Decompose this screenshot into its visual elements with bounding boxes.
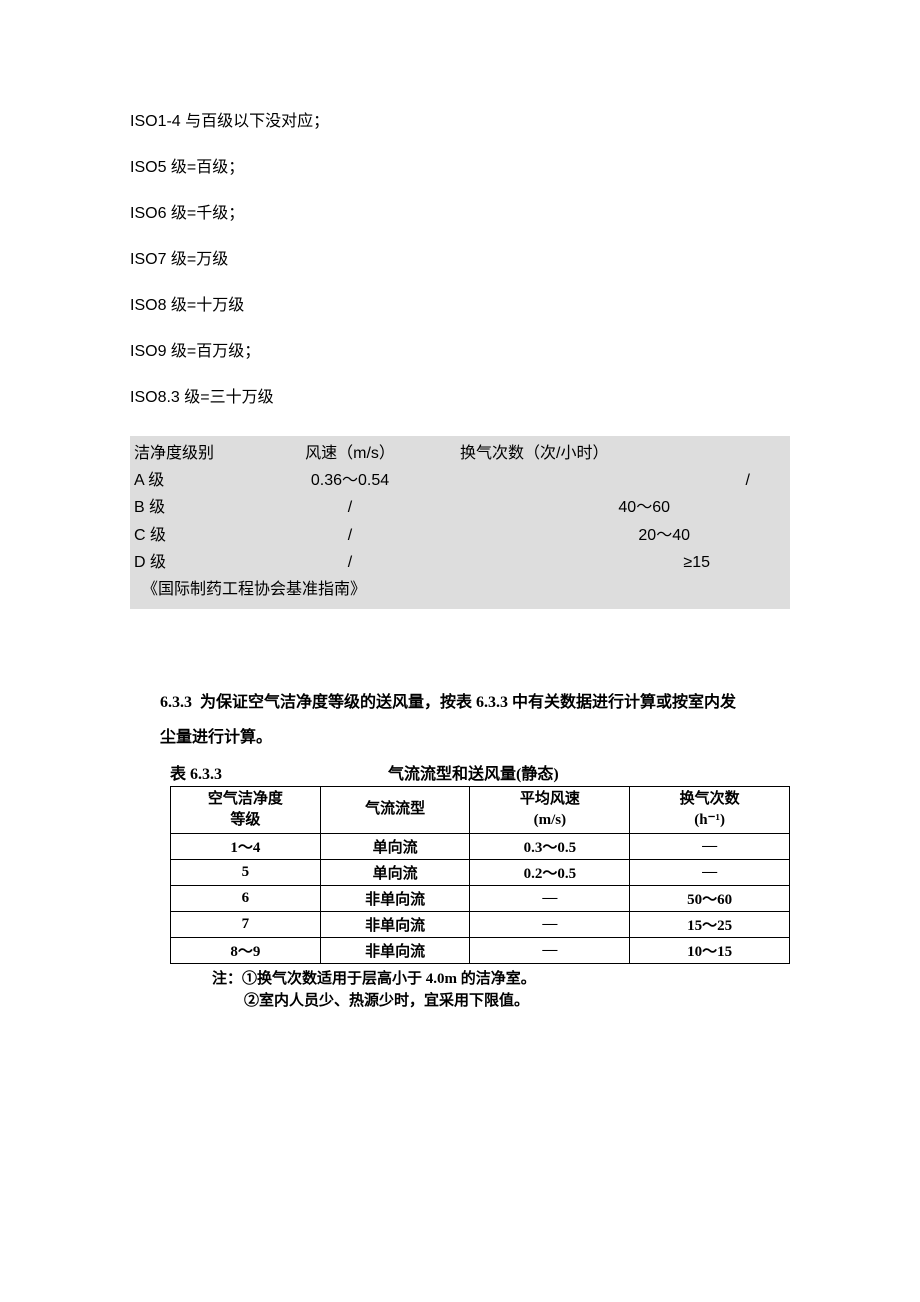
section-paragraph-line1: 6.3.3 为保证空气洁净度等级的送风量，按表 6.3.3 中有关数据进行计算或… — [160, 685, 790, 720]
col-label: 平均风速 — [520, 791, 580, 807]
col-sublabel: 等级 — [230, 812, 260, 828]
airflow-table: 空气洁净度 等级 气流流型 平均风速 (m/s) 换气次数 (h⁻¹) 1～4 … — [170, 786, 790, 964]
table-title: 气流流型和送风量(静态) — [360, 760, 790, 784]
col-label: 空气洁净度 — [208, 791, 283, 807]
table-row: 7 非单向流 — 15～25 — [171, 911, 790, 937]
cell-speed: 0.36～0.54 — [250, 467, 450, 494]
iso-line: ISO6 级=千级； — [130, 202, 790, 226]
section-paragraph-line2: 尘量进行计算。 — [160, 720, 790, 755]
cell-speed: — — [470, 885, 630, 911]
iso-line: ISO1-4 与百级以下没对应； — [130, 110, 790, 134]
cell-exchange: 40～60 — [450, 494, 790, 521]
cell-exchange: — — [630, 833, 790, 859]
table-row: D 级 / ≥15 — [130, 549, 790, 576]
cell-exchange: ≥15 — [450, 549, 790, 576]
table-label: 表 6.3.3 — [160, 760, 360, 784]
table-row: 8～9 非单向流 — 10～15 — [171, 937, 790, 963]
cell-speed: / — [250, 494, 450, 521]
cell-level: 7 — [171, 911, 321, 937]
cell-exchange: 10～15 — [630, 937, 790, 963]
cell-speed: / — [250, 549, 450, 576]
cell-level: 1～4 — [171, 833, 321, 859]
table-row: 6 非单向流 — 50～60 — [171, 885, 790, 911]
table-header-row: 空气洁净度 等级 气流流型 平均风速 (m/s) 换气次数 (h⁻¹) — [171, 786, 790, 833]
table-header-row: 洁净度级别 风速（m/s） 换气次数（次/小时） — [130, 440, 790, 467]
cell-grade: D 级 — [130, 549, 250, 576]
cell-flow: 单向流 — [320, 833, 470, 859]
section-number: 6.3.3 — [160, 694, 192, 711]
cell-flow: 单向流 — [320, 859, 470, 885]
cell-level: 6 — [171, 885, 321, 911]
cell-exchange: — — [630, 859, 790, 885]
col-exchange: 换气次数 (h⁻¹) — [630, 786, 790, 833]
iso-line: ISO8 级=十万级 — [130, 294, 790, 318]
section-6-3-3: 6.3.3 为保证空气洁净度等级的送风量，按表 6.3.3 中有关数据进行计算或… — [160, 685, 790, 1012]
cell-level: 8～9 — [171, 937, 321, 963]
table-row: B 级 / 40～60 — [130, 494, 790, 521]
cleanliness-grade-table: 洁净度级别 风速（m/s） 换气次数（次/小时） A 级 0.36～0.54 /… — [130, 436, 790, 609]
iso-line: ISO7 级=万级 — [130, 248, 790, 272]
iso-line: ISO5 级=百级； — [130, 156, 790, 180]
cell-speed: / — [250, 522, 450, 549]
iso-equivalence-list: ISO1-4 与百级以下没对应； ISO5 级=百级； ISO6 级=千级； I… — [130, 110, 790, 410]
iso-line: ISO9 级=百万级； — [130, 340, 790, 364]
cell-grade: C 级 — [130, 522, 250, 549]
col-unit: (h⁻¹) — [694, 812, 725, 828]
header-exchange: 换气次数（次/小时） — [450, 440, 790, 467]
cell-grade: A 级 — [130, 467, 250, 494]
cell-speed: — — [470, 911, 630, 937]
note-line: ②室内人员少、热源少时，宜采用下限值。 — [244, 990, 790, 1013]
note-line: 注：①换气次数适用于层高小于 4.0m 的洁净室。 — [212, 968, 790, 991]
cell-speed: — — [470, 937, 630, 963]
table-row: A 级 0.36～0.54 / — [130, 467, 790, 494]
section-text: 为保证空气洁净度等级的送风量，按表 6.3.3 中有关数据进行计算或按室内发 — [200, 694, 736, 711]
col-label: 换气次数 — [680, 791, 740, 807]
col-unit: (m/s) — [534, 812, 567, 828]
cell-exchange: 50～60 — [630, 885, 790, 911]
cell-speed: 0.2～0.5 — [470, 859, 630, 885]
col-cleanliness: 空气洁净度 等级 — [171, 786, 321, 833]
cell-flow: 非单向流 — [320, 911, 470, 937]
cell-flow: 非单向流 — [320, 885, 470, 911]
cell-flow: 非单向流 — [320, 937, 470, 963]
cell-grade: B 级 — [130, 494, 250, 521]
cell-exchange: 15～25 — [630, 911, 790, 937]
cell-speed: 0.3～0.5 — [470, 833, 630, 859]
table-row: 1～4 单向流 0.3～0.5 — — [171, 833, 790, 859]
table-notes: 注：①换气次数适用于层高小于 4.0m 的洁净室。 ②室内人员少、热源少时，宜采… — [212, 968, 790, 1013]
cell-exchange: 20～40 — [450, 522, 790, 549]
col-flowtype: 气流流型 — [320, 786, 470, 833]
iso-line: ISO8.3 级=三十万级 — [130, 386, 790, 410]
table-caption: 表 6.3.3 气流流型和送风量(静态) — [160, 760, 790, 784]
cell-level: 5 — [171, 859, 321, 885]
header-speed: 风速（m/s） — [250, 440, 450, 467]
table-row: C 级 / 20～40 — [130, 522, 790, 549]
table-row: 5 单向流 0.2～0.5 — — [171, 859, 790, 885]
table-source: 《国际制药工程协会基准指南》 — [130, 576, 790, 603]
cell-exchange: / — [450, 467, 790, 494]
col-avg-speed: 平均风速 (m/s) — [470, 786, 630, 833]
header-grade: 洁净度级别 — [130, 440, 250, 467]
